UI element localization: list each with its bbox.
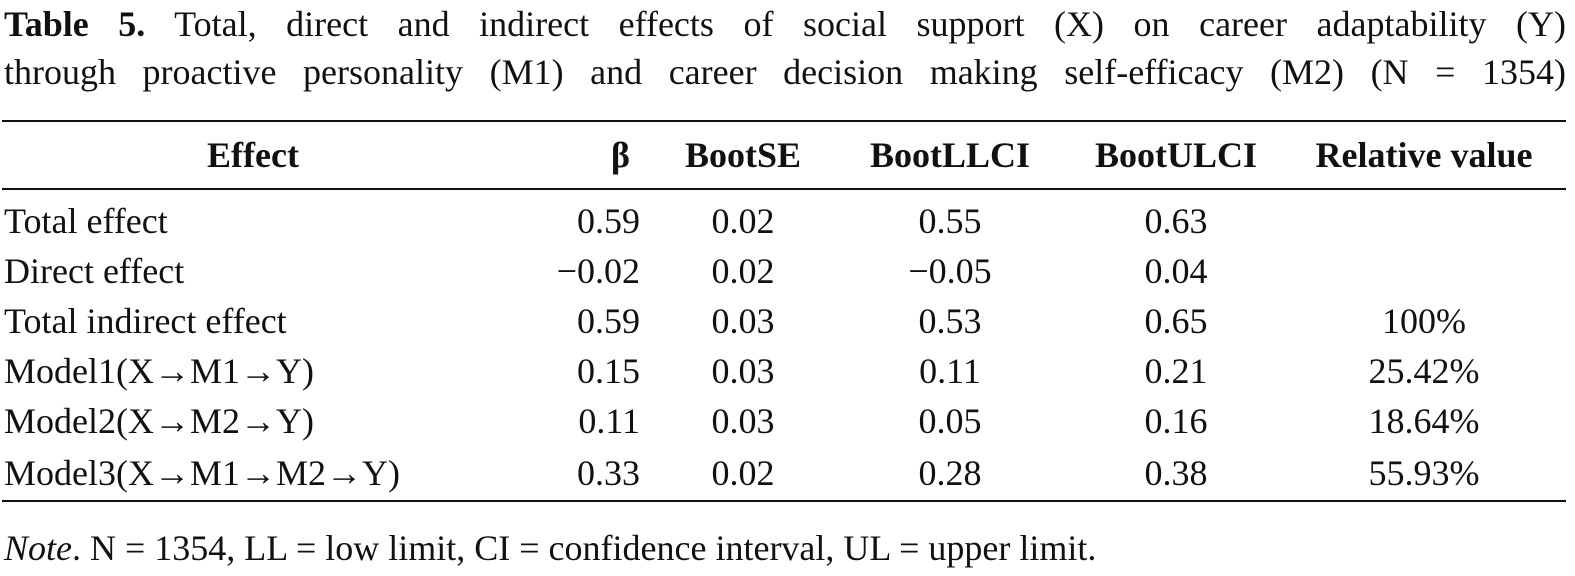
effects-table: Effect β BootSE BootLLCI BootULCI Relati…: [2, 120, 1566, 502]
caption-text-1: Total, direct and indirect effects of so…: [174, 4, 1566, 44]
table-note: Note. N = 1354, LL = low limit, CI = con…: [4, 524, 1096, 572]
cell-beta: 0.15: [577, 351, 640, 391]
cell-relative-value: 25.42%: [1368, 351, 1480, 391]
cell-beta: 0.33: [504, 446, 656, 502]
header-row: Effect β BootSE BootLLCI BootULCI Relati…: [2, 120, 1566, 190]
cell-bootllci: 0.28: [830, 446, 1070, 502]
cell-bootulci: 0.21: [1144, 351, 1208, 391]
cell-bootse: 0.02: [656, 446, 830, 502]
cell-bootse: 0.03: [711, 401, 775, 441]
cell-effect: Model3(X→M1→M2→Y): [2, 446, 504, 502]
table-row: Model3(X→M1→M2→Y) 0.33 0.02 0.28 0.38 55…: [2, 446, 1566, 502]
cell-bootllci: 0.05: [918, 401, 982, 441]
caption-line-1: Table 5. Total, direct and indirect effe…: [4, 0, 1566, 48]
note-text: . N = 1354, LL = low limit, CI = confide…: [72, 528, 1097, 568]
cell-relative-value: 18.64%: [1368, 401, 1480, 441]
header-bootllci: BootLLCI: [830, 120, 1070, 190]
cell-effect: Total effect: [4, 201, 168, 241]
header-bootse: BootSE: [656, 120, 830, 190]
cell-relative-value: 100%: [1382, 301, 1466, 341]
cell-effect: Total indirect effect: [4, 301, 287, 341]
cell-beta: 0.11: [578, 401, 640, 441]
cell-bootllci: 0.55: [918, 201, 982, 241]
effects-table-container: Effect β BootSE BootLLCI BootULCI Relati…: [2, 120, 1566, 502]
cell-effect: Model2(X→M2→Y): [4, 401, 314, 441]
cell-bootllci: −0.05: [908, 251, 992, 291]
cell-relative-value: [1282, 246, 1566, 296]
cell-effect: Direct effect: [4, 251, 185, 291]
table-row: Direct effect −0.02 0.02 −0.05 0.04: [2, 246, 1566, 296]
cell-bootulci: 0.65: [1144, 301, 1208, 341]
cell-beta: 0.59: [577, 201, 640, 241]
cell-bootulci: 0.04: [1144, 251, 1208, 291]
cell-beta: 0.59: [577, 301, 640, 341]
cell-bootse: 0.02: [711, 201, 775, 241]
cell-bootulci: 0.63: [1144, 201, 1208, 241]
table-row: Model1(X→M1→Y) 0.15 0.03 0.11 0.21 25.42…: [2, 346, 1566, 396]
table-row: Model2(X→M2→Y) 0.11 0.03 0.05 0.16 18.64…: [2, 396, 1566, 446]
table-row: Total effect 0.59 0.02 0.55 0.63: [2, 189, 1566, 246]
cell-bootse: 0.02: [711, 251, 775, 291]
cell-bootulci: 0.16: [1144, 401, 1208, 441]
table-row: Total indirect effect 0.59 0.03 0.53 0.6…: [2, 296, 1566, 346]
caption-line-2: through proactive personality (M1) and c…: [4, 52, 1566, 92]
table-body: Total effect 0.59 0.02 0.55 0.63 Direct …: [2, 189, 1566, 502]
cell-relative-value: 55.93%: [1282, 446, 1566, 502]
cell-bootllci: 0.53: [918, 301, 982, 341]
table-header: Effect β BootSE BootLLCI BootULCI Relati…: [2, 120, 1566, 190]
header-relative-value: Relative value: [1282, 120, 1566, 190]
header-bootulci: BootULCI: [1070, 120, 1282, 190]
cell-bootllci: 0.11: [919, 351, 981, 391]
header-effect: Effect: [2, 120, 504, 190]
cell-beta: −0.02: [556, 251, 640, 291]
cell-relative-value: [1282, 189, 1566, 246]
cell-bootulci: 0.38: [1070, 446, 1282, 502]
header-beta: β: [504, 120, 656, 190]
cell-bootse: 0.03: [711, 301, 775, 341]
note-label: Note: [4, 528, 72, 568]
cell-bootse: 0.03: [711, 351, 775, 391]
table-caption: Table 5. Total, direct and indirect effe…: [4, 0, 1566, 96]
cell-effect: Model1(X→M1→Y): [4, 351, 314, 391]
caption-label: Table 5.: [4, 4, 146, 44]
